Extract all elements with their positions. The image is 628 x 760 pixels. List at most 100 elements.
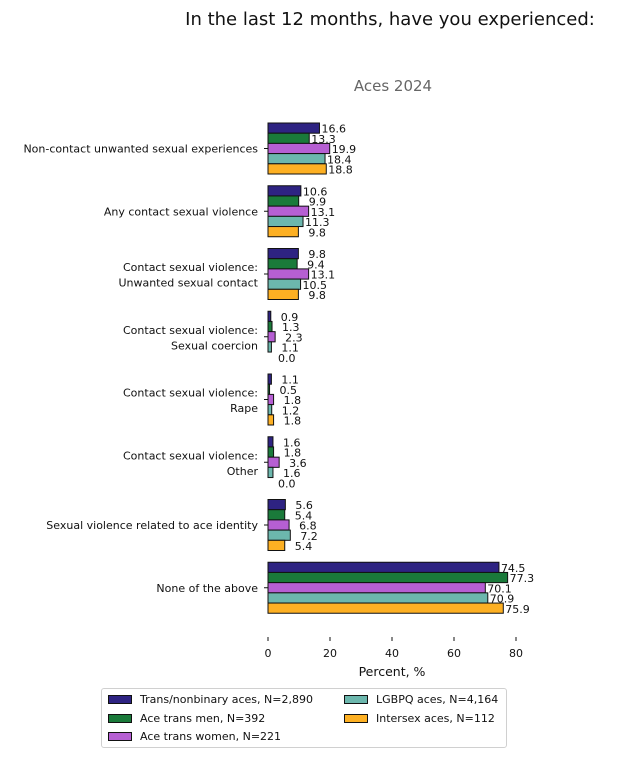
- y-tick-label: Sexual violence related to ace identity: [46, 519, 258, 532]
- data-label: 11.3: [305, 216, 330, 229]
- bar: [267, 185, 302, 197]
- legend-label: Ace trans women, N=221: [140, 730, 282, 743]
- legend: Trans/nonbinary aces, N=2,890 Ace trans m…: [101, 688, 507, 748]
- bar: [267, 571, 509, 584]
- data-label: 2.3: [285, 331, 303, 344]
- bar: [267, 456, 280, 468]
- x-tick-label: 20: [323, 647, 337, 660]
- legend-item: Trans/nonbinary aces, N=2,890: [108, 693, 313, 706]
- data-label: 0.5: [280, 384, 298, 397]
- data-label: 1.1: [281, 342, 299, 355]
- bar: [267, 258, 298, 270]
- bar: [267, 341, 272, 353]
- bar: [267, 436, 274, 448]
- bar: [267, 122, 320, 134]
- bar: [267, 142, 331, 155]
- data-label: 0.0: [278, 477, 296, 490]
- data-label: 77.3: [510, 572, 535, 585]
- x-tick-label: 60: [447, 647, 461, 660]
- bar: [267, 320, 273, 333]
- bar: [267, 205, 310, 217]
- bar: [267, 163, 327, 175]
- legend-item: Ace trans men, N=392: [108, 712, 265, 725]
- y-axis-labels: Non-contact unwanted sexual experiences A…: [23, 143, 268, 595]
- legend-item: Intersex aces, N=112: [344, 712, 495, 725]
- data-label: 9.9: [309, 196, 327, 209]
- data-label: 75.9: [505, 603, 530, 616]
- data-label: 10.5: [303, 279, 328, 292]
- legend-swatch: [108, 713, 132, 723]
- y-tick-label: Other: [227, 465, 259, 478]
- data-label: 1.2: [282, 404, 300, 417]
- bar: [267, 132, 310, 144]
- y-tick-label: Contact sexual violence:: [123, 261, 258, 274]
- legend-swatch: [108, 695, 132, 704]
- bar: [267, 446, 275, 458]
- data-label: 13.1: [311, 269, 336, 282]
- data-label: 18.4: [327, 153, 352, 166]
- data-label: 1.3: [282, 321, 300, 334]
- bars-layer: 16.613.319.918.418.810.69.913.111.39.89.…: [267, 122, 535, 616]
- chart-title: In the last 12 months, have you experien…: [185, 9, 595, 30]
- x-tick-label: 80: [509, 647, 523, 660]
- bar: [267, 393, 275, 406]
- bar: [267, 268, 310, 280]
- bar: [267, 561, 500, 573]
- legend-swatch: [344, 695, 368, 704]
- bar: [267, 226, 299, 238]
- data-label: 5.6: [295, 499, 313, 512]
- bar: [267, 383, 271, 395]
- bar: [267, 414, 275, 426]
- bar: [267, 373, 272, 385]
- data-label: 1.6: [283, 467, 301, 480]
- data-label: 0.9: [281, 311, 299, 324]
- legend-label: Trans/nonbinary aces, N=2,890: [140, 693, 313, 706]
- legend-swatch: [108, 732, 132, 741]
- data-label: 5.4: [295, 509, 313, 522]
- data-label: 1.8: [284, 447, 302, 460]
- legend-label: Intersex aces, N=112: [376, 711, 495, 725]
- bar: [267, 195, 300, 207]
- data-label: 19.9: [332, 143, 357, 156]
- data-label: 1.1: [281, 374, 299, 387]
- bar: [267, 602, 504, 614]
- bar: [267, 519, 290, 531]
- y-tick-label: None of the above: [156, 582, 258, 595]
- bar: [267, 331, 276, 343]
- y-tick-label: Rape: [230, 402, 258, 415]
- legend-item: Ace trans women, N=221: [108, 730, 281, 743]
- data-label: 0.0: [278, 352, 296, 365]
- bar: [267, 404, 273, 416]
- legend-label: LGBPQ aces, N=4,164: [376, 693, 499, 706]
- x-axis-label: Percent, %: [359, 664, 426, 679]
- bar: [267, 592, 489, 604]
- legend-item: LGBPQ aces, N=4,164: [344, 693, 498, 706]
- data-label: 10.6: [303, 185, 328, 198]
- x-tick-label: 40: [385, 647, 399, 660]
- y-tick-label: Contact sexual violence:: [123, 449, 258, 462]
- data-label: 13.3: [311, 133, 336, 146]
- y-tick-label: Any contact sexual violence: [104, 205, 258, 218]
- y-tick-label: Non-contact unwanted sexual experiences: [23, 143, 258, 156]
- bar: [267, 509, 286, 521]
- data-label: 6.8: [299, 520, 317, 533]
- legend-label: Ace trans men, N=392: [140, 711, 266, 725]
- data-label: 70.1: [487, 582, 512, 595]
- y-tick-label: Unwanted sexual contact: [118, 277, 258, 290]
- data-label: 9.8: [308, 289, 326, 302]
- data-label: 1.6: [283, 436, 301, 449]
- bar: [267, 539, 286, 551]
- bar: [267, 215, 304, 228]
- bar: [267, 153, 326, 165]
- data-label: 3.6: [289, 457, 307, 470]
- data-label: 9.8: [308, 226, 326, 239]
- bar: [267, 310, 272, 322]
- chart-subtitle: Aces 2024: [354, 77, 432, 95]
- data-label: 13.1: [311, 206, 336, 219]
- y-tick-label: Contact sexual violence:: [123, 324, 258, 337]
- data-label: 1.8: [284, 415, 302, 428]
- y-tick-label: Sexual coercion: [171, 339, 258, 352]
- data-label: 7.2: [300, 530, 318, 543]
- legend-swatch: [344, 713, 368, 723]
- bar: [267, 499, 286, 511]
